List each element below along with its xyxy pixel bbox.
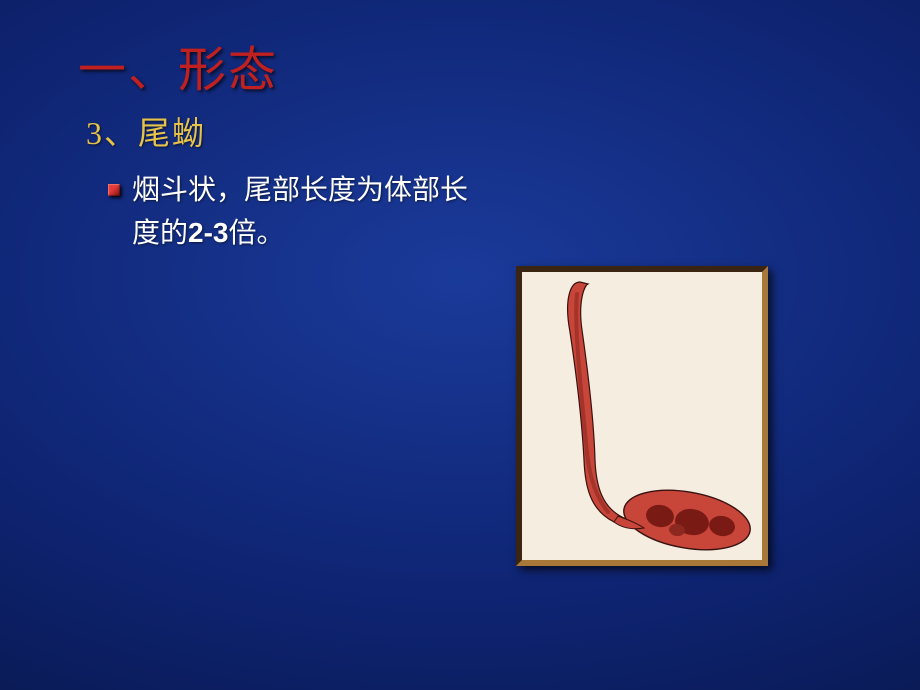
bullet-square-icon [108, 184, 120, 196]
bullet-text-suffix: 倍。 [228, 218, 284, 249]
slide-subtitle: 3、尾蚴 [86, 108, 206, 154]
cercaria-specimen-icon [522, 272, 762, 560]
figure-frame [516, 266, 768, 566]
slide-title: 一、形态 [78, 30, 278, 100]
bullet-item: 烟斗状，尾部长度为体部长度的2-3倍。 [108, 170, 472, 255]
bullet-text-prefix: 烟斗状，尾部长度为体部长度的 [132, 175, 468, 249]
slide: 一、形态 3、尾蚴 烟斗状，尾部长度为体部长度的2-3倍。 [0, 0, 920, 690]
bullet-text: 烟斗状，尾部长度为体部长度的2-3倍。 [132, 170, 472, 255]
bullet-text-number: 2-3 [188, 217, 228, 248]
figure-image [522, 272, 762, 560]
